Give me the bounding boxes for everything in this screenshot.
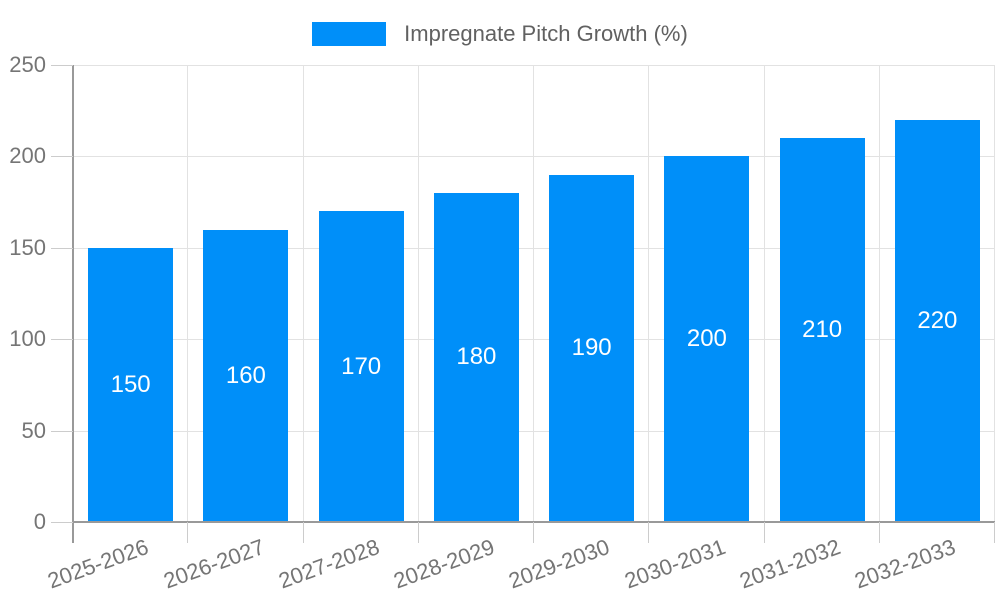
x-axis-label: 2032-2033	[851, 534, 959, 594]
x-axis-tick	[417, 522, 419, 543]
y-axis-tick	[51, 247, 73, 249]
y-axis-line	[72, 65, 74, 543]
y-axis-label: 100	[9, 326, 46, 352]
x-axis-tick	[878, 522, 880, 543]
gridline-horizontal	[73, 65, 995, 66]
bar-value-label: 180	[456, 343, 497, 371]
y-axis-label: 0	[33, 509, 46, 534]
bar-value-label: 200	[686, 325, 727, 353]
x-axis-label: 2030-2031	[621, 534, 729, 594]
gridline-vertical	[187, 65, 189, 522]
bar-value-label: 160	[225, 361, 266, 389]
gridline-vertical	[994, 65, 995, 522]
bar[interactable]: 210	[779, 138, 865, 522]
y-axis-tick	[51, 522, 73, 523]
legend-label: Impregnate Pitch Growth (%)	[404, 21, 688, 46]
gridline-vertical	[878, 65, 880, 522]
y-axis-tick	[51, 156, 73, 158]
gridline-vertical	[648, 65, 650, 522]
bar[interactable]: 200	[664, 156, 750, 522]
gridline-vertical	[417, 65, 419, 522]
bar[interactable]: 170	[318, 211, 404, 522]
legend[interactable]: Impregnate Pitch Growth (%)	[0, 22, 1000, 46]
gridline-vertical	[533, 65, 534, 522]
bar[interactable]: 220	[894, 119, 980, 522]
y-axis-tick	[51, 65, 73, 66]
bar-value-label: 150	[110, 370, 151, 398]
x-axis-tick	[648, 522, 650, 543]
bar[interactable]: 190	[549, 174, 635, 522]
y-axis-label: 50	[21, 417, 46, 443]
bar[interactable]: 160	[203, 229, 289, 522]
bar[interactable]: 180	[433, 192, 519, 522]
x-axis-label: 2025-2026	[44, 534, 153, 594]
x-axis-label: 2029-2030	[505, 534, 614, 594]
gridline-horizontal	[73, 339, 995, 341]
gridline-horizontal	[73, 156, 995, 158]
gridline-vertical	[302, 65, 304, 522]
y-axis-tick	[51, 339, 73, 341]
bar[interactable]: 150	[88, 247, 174, 522]
gridline-horizontal	[73, 247, 995, 249]
y-axis-label: 250	[9, 52, 46, 77]
bar-value-label: 210	[802, 316, 843, 344]
plot-area: 150 160 170 180 190 200 210 220	[73, 65, 995, 522]
bar-value-label: 220	[917, 306, 958, 334]
x-axis-tick	[994, 522, 995, 543]
gridline-horizontal	[73, 430, 995, 432]
y-axis-label: 200	[9, 143, 46, 169]
legend-swatch	[312, 22, 387, 46]
x-axis-tick	[187, 522, 189, 543]
y-axis-tick	[51, 430, 73, 432]
x-axis-tick	[533, 522, 534, 543]
x-axis-line	[73, 521, 995, 523]
x-axis-label: 2028-2029	[390, 534, 498, 594]
bar-value-label: 170	[341, 352, 382, 380]
x-axis-label: 2026-2027	[160, 534, 268, 594]
x-axis-tick	[763, 522, 765, 543]
gridline-vertical	[763, 65, 765, 522]
y-axis-label: 150	[9, 234, 46, 260]
x-axis-label: 2031-2032	[736, 534, 844, 594]
x-axis-tick	[302, 522, 304, 543]
bar-value-label: 190	[571, 334, 612, 362]
x-axis-label: 2027-2028	[275, 534, 383, 594]
